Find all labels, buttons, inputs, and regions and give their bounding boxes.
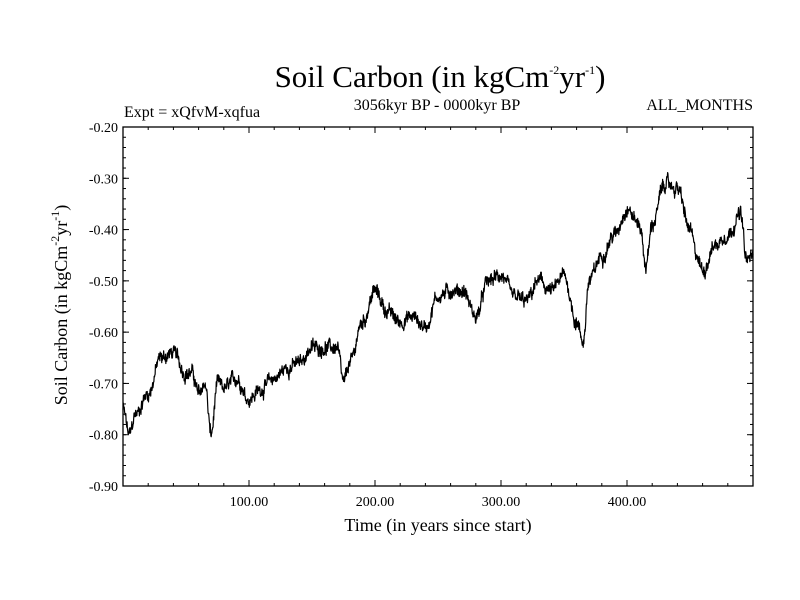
y-tick-label: -0.70 [89, 377, 118, 392]
series-layer [122, 172, 754, 438]
subtitle-experiment: Expt = xQfvM-xqfua [124, 104, 260, 121]
y-tick-label: -0.80 [89, 429, 118, 444]
subtitle-months: ALL_MONTHS [646, 97, 753, 114]
y-tick-label: -0.30 [89, 172, 118, 187]
y-tick-label: -0.50 [89, 275, 118, 290]
y-tick-label: -0.90 [89, 480, 118, 495]
y-axis-label: Soil Carbon (in kgCm-2yr-1) [48, 205, 72, 406]
y-tick-label: -0.40 [89, 224, 118, 239]
subtitle-time-range: 3056kyr BP - 0000kyr BP [354, 97, 521, 114]
y-tick-label: -0.20 [89, 121, 118, 136]
x-axis: 100.00 200.00 300.00 400.00 [122, 127, 754, 510]
series-line [122, 172, 754, 438]
chart-title: Soil Carbon (in kgCm-2yr-1) [275, 59, 606, 94]
y-axis: -0.90 -0.80 -0.70 -0.60 -0.50 -0.40 -0.30 -0.20 [89, 121, 753, 495]
plot-frame [122, 126, 754, 487]
x-tick-label: 300.00 [482, 495, 521, 510]
x-tick-label: 200.00 [356, 495, 395, 510]
y-tick-label: -0.60 [89, 326, 118, 341]
x-tick-label: 100.00 [230, 495, 269, 510]
x-tick-label: 400.00 [608, 495, 647, 510]
x-axis-label: Time (in years since start) [344, 515, 531, 536]
